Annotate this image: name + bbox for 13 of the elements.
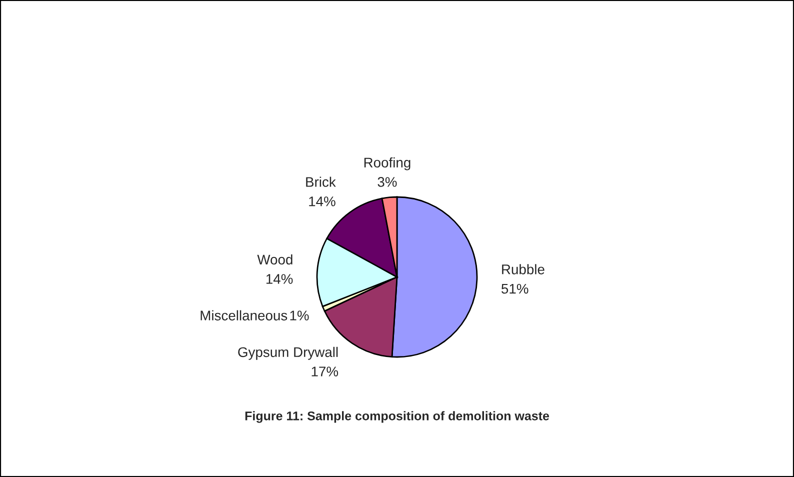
data-label: 1% [290, 310, 309, 320]
slice-label: Miscellaneous [200, 310, 288, 320]
data-label: 14% [266, 274, 293, 284]
data-label: 51% [502, 284, 528, 294]
slice-label: Wood [257, 254, 292, 265]
slice-label: Rubble [502, 264, 544, 274]
slice-label: Brick [306, 176, 336, 187]
data-label: 14% [309, 196, 336, 206]
slice-label: Gypsum Drywall [238, 346, 338, 360]
data-label: 17% [312, 366, 338, 376]
data-label: 3% [378, 177, 397, 187]
slice-label: Roofing [364, 157, 410, 170]
caption: Figure 11: Sample composition of demolition waste [245, 411, 550, 423]
